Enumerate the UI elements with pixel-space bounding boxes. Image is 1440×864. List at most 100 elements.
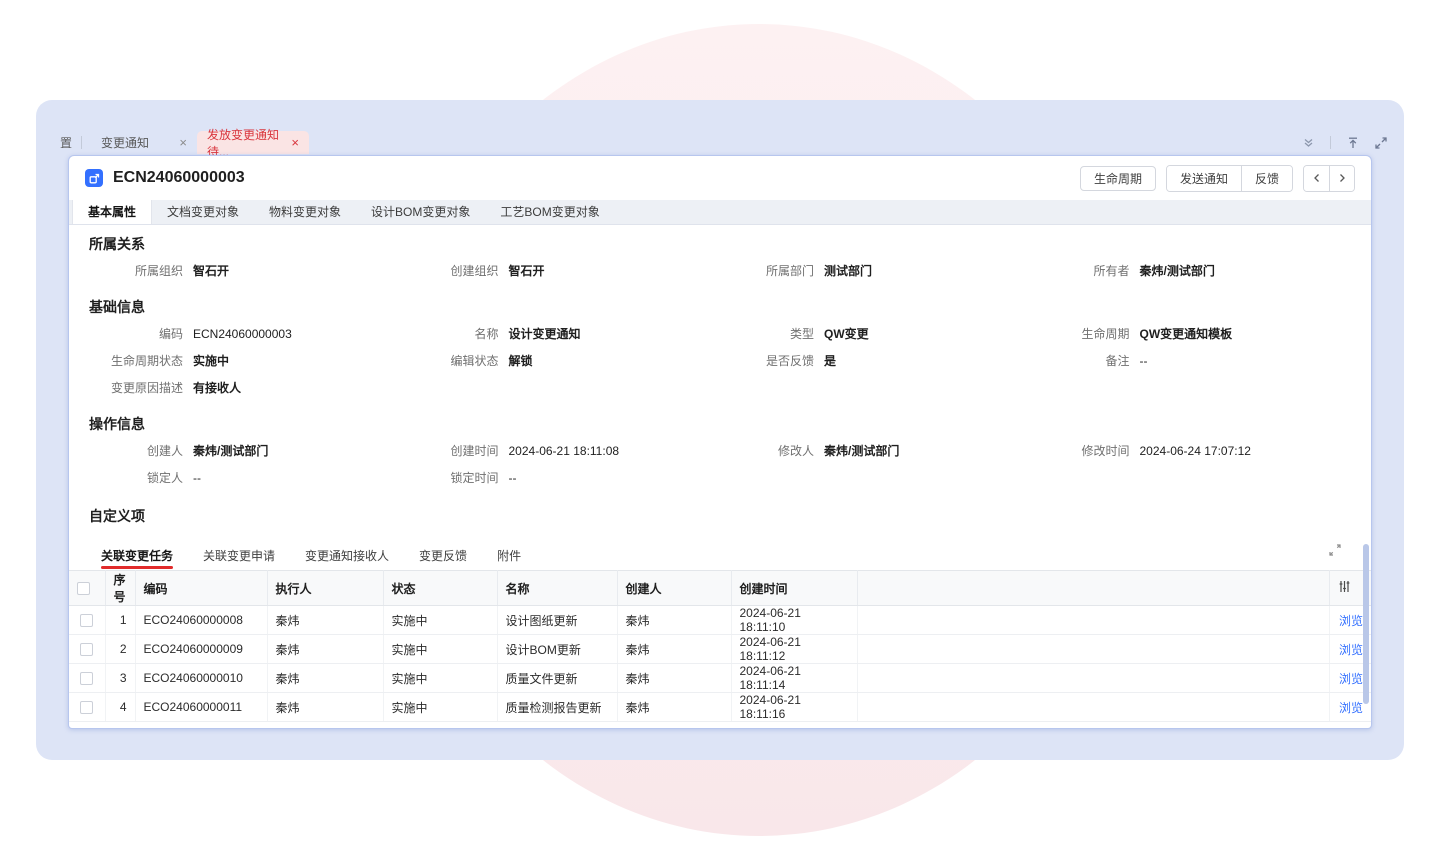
notice-button-group: 发送通知 反馈 (1165, 164, 1293, 192)
card-content: 所属关系 所属组织 智石开 创建组织 智石开 所属部门 测试部门 (69, 234, 1371, 728)
table-header-row: 序号 编码 执行人 状态 名称 创建人 创建时间 (69, 570, 1371, 606)
form-row: 创建人 秦炜/测试部门 创建时间 2024-06-21 18:11:08 修改人… (69, 437, 1371, 464)
cell-seq: 2 (105, 634, 136, 664)
row-checkbox[interactable] (80, 672, 94, 686)
tab-design-bom-change-objects[interactable]: 设计BOM变更对象 (371, 205, 471, 219)
tab-material-change-objects[interactable]: 物料变更对象 (269, 205, 342, 219)
browser-tab-change-notice[interactable]: 变更通知 × (91, 131, 197, 154)
form-row: 编码 ECN24060000003 名称 设计变更通知 类型 QW变更 生命周期… (69, 320, 1371, 347)
tab-process-bom-change-objects[interactable]: 工艺BOM变更对象 (500, 205, 600, 219)
field-type: 类型 QW变更 (720, 325, 1036, 342)
field-label: 生命周期状态 (110, 354, 183, 368)
header-creator: 创建人 (617, 570, 732, 606)
field-code: 编码 ECN24060000003 (89, 325, 405, 342)
row-checkbox[interactable] (80, 614, 94, 628)
close-icon[interactable]: × (291, 135, 299, 150)
clipped-tab[interactable]: 置 (60, 134, 72, 151)
field-create-time: 创建时间 2024-06-21 18:11:08 (405, 442, 721, 459)
section-title-relation: 所属关系 (89, 236, 145, 252)
field-label: 修改人 (777, 444, 814, 458)
vertical-scrollbar[interactable] (1363, 544, 1369, 704)
cell-code: ECO24060000008 (135, 605, 268, 635)
field-value: 测试部门 (824, 264, 873, 278)
subtab-change-feedback[interactable]: 变更反馈 (419, 549, 468, 563)
app-panel: 置 变更通知 × 发放变更通知待... × (36, 100, 1404, 760)
cell-executor: 秦炜 (267, 634, 384, 664)
card-header: ECN24060000003 生命周期 发送通知 反馈 (69, 156, 1371, 200)
tab-document-change-objects[interactable]: 文档变更对象 (167, 205, 240, 219)
field-value: 有接收人 (193, 381, 242, 395)
tab-basic-attributes[interactable]: 基本属性 (72, 200, 153, 224)
header-code: 编码 (135, 570, 268, 606)
next-record-button[interactable] (1329, 165, 1354, 191)
prev-record-button[interactable] (1304, 165, 1329, 191)
form-row: 锁定人 -- 锁定时间 -- (69, 464, 1371, 491)
feedback-button[interactable]: 反馈 (1240, 165, 1292, 191)
browse-link[interactable]: 浏览 (1338, 700, 1363, 715)
browser-tab-release-change-notice[interactable]: 发放变更通知待... × (197, 128, 309, 159)
field-value: QW变更 (824, 327, 869, 341)
form-row: 所属组织 智石开 创建组织 智石开 所属部门 测试部门 所有者 秦炜/测试部门 (69, 257, 1371, 284)
field-creating-org: 创建组织 智石开 (405, 262, 721, 279)
table-empty-space (69, 722, 1371, 728)
ecn-detail-card: ECN24060000003 生命周期 发送通知 反馈 (68, 155, 1372, 729)
field-label: 锁定人 (146, 471, 183, 485)
clipped-tab-label: 置 (60, 136, 72, 150)
field-modifier: 修改人 秦炜/测试部门 (720, 442, 1036, 459)
browse-link[interactable]: 浏览 (1338, 642, 1363, 657)
subtab-attachments[interactable]: 附件 (497, 549, 522, 563)
cell-creator: 秦炜 (617, 634, 732, 664)
cell-code: ECO24060000011 (135, 692, 268, 722)
subtab-related-change-tasks[interactable]: 关联变更任务 (101, 545, 174, 569)
send-notice-button[interactable]: 发送通知 (1166, 165, 1241, 191)
cell-code: ECO24060000010 (135, 663, 268, 693)
cell-name: 质量文件更新 (497, 663, 618, 693)
field-label: 编码 (158, 327, 183, 341)
field-value: 2024-06-24 17:07:12 (1139, 443, 1251, 458)
field-value: 智石开 (193, 264, 230, 278)
field-lock-person: 锁定人 -- (89, 469, 405, 486)
cell-status: 实施中 (383, 605, 498, 635)
subtab-notice-recipients[interactable]: 变更通知接收人 (305, 549, 390, 563)
subtab-related-change-requests[interactable]: 关联变更申请 (203, 549, 276, 563)
row-checkbox[interactable] (80, 701, 94, 715)
field-label: 创建人 (146, 444, 183, 458)
header-actions: 生命周期 发送通知 反馈 (1079, 164, 1355, 192)
chevron-double-down-icon[interactable] (1301, 135, 1316, 150)
detail-tab-bar: 基本属性 文档变更对象 物料变更对象 设计BOM变更对象 工艺BOM变更对象 (69, 200, 1371, 225)
field-value: 设计变更通知 (508, 327, 581, 341)
close-icon[interactable]: × (179, 135, 187, 150)
table-row[interactable]: 1 ECO24060000008 秦炜 实施中 设计图纸更新 秦炜 2024-0… (69, 605, 1371, 635)
browse-link[interactable]: 浏览 (1338, 613, 1363, 628)
header-executor: 执行人 (267, 570, 384, 606)
row-checkbox[interactable] (80, 643, 94, 657)
field-label: 锁定时间 (450, 471, 499, 485)
lifecycle-button[interactable]: 生命周期 (1079, 165, 1156, 191)
table-fullscreen-icon[interactable] (1328, 543, 1343, 558)
field-value: 秦炜/测试部门 (1139, 264, 1215, 278)
field-label: 所有者 (1093, 264, 1130, 278)
table-row[interactable]: 4 ECO24060000011 秦炜 实施中 质量检测报告更新 秦炜 2024… (69, 692, 1371, 722)
expand-diagonal-icon[interactable] (1373, 135, 1388, 150)
field-name: 名称 设计变更通知 (405, 325, 721, 342)
field-change-reason: 变更原因描述 有接收人 (89, 379, 405, 396)
tab-divider (81, 136, 82, 149)
upload-to-top-icon[interactable] (1345, 135, 1360, 150)
browse-link[interactable]: 浏览 (1338, 671, 1363, 686)
cell-seq: 4 (105, 692, 136, 722)
field-remark: 备注 -- (1036, 352, 1352, 369)
table-row[interactable]: 2 ECO24060000009 秦炜 实施中 设计BOM更新 秦炜 2024-… (69, 634, 1371, 664)
header-seq: 序号 (105, 570, 136, 606)
cell-status: 实施中 (383, 692, 498, 722)
field-value: 实施中 (193, 354, 230, 368)
tab-label: 变更通知 (101, 136, 150, 150)
field-edit-status: 编辑状态 解锁 (405, 352, 721, 369)
cell-code: ECO24060000009 (135, 634, 268, 664)
cell-executor: 秦炜 (267, 692, 384, 722)
table-row[interactable]: 3 ECO24060000010 秦炜 实施中 质量文件更新 秦炜 2024-0… (69, 663, 1371, 693)
field-label: 所属组织 (134, 264, 183, 278)
field-label: 类型 (789, 327, 814, 341)
select-all-checkbox[interactable] (77, 582, 90, 596)
field-label: 修改时间 (1081, 444, 1130, 458)
